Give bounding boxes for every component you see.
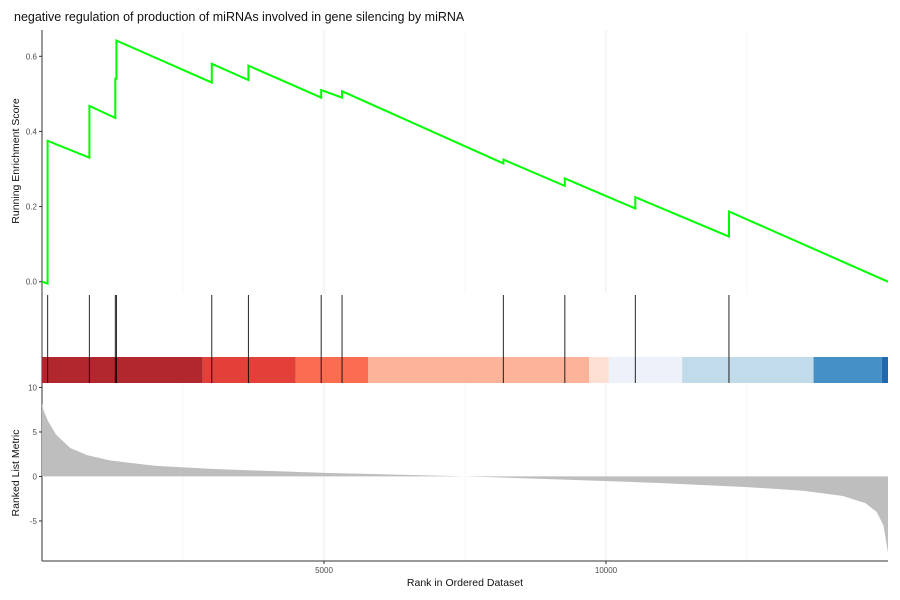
x-axis-title: Rank in Ordered Dataset [407, 577, 523, 589]
metric-y-tick-label: 0 [33, 472, 38, 481]
score-y-tick-label: 0.2 [26, 203, 38, 212]
rank-color-band [813, 357, 882, 383]
running-score-line [41, 38, 889, 285]
rank-color-band [295, 357, 368, 383]
rank-color-band [202, 357, 296, 383]
rank-color-band [881, 357, 888, 383]
x-tick-label: 5000 [315, 566, 333, 575]
rank-color-band [589, 357, 609, 383]
y-axis-title-running-score: Running Enrichment Score [10, 98, 22, 224]
metric-y-tick-label: 5 [33, 428, 38, 437]
metric-y-tick-label: -5 [30, 517, 38, 526]
score-y-tick-label: 0.4 [26, 127, 38, 136]
x-tick-label: 10000 [595, 566, 618, 575]
score-y-tick-label: 0.6 [26, 52, 38, 61]
ranked-metric-area [42, 403, 888, 553]
chart-title: negative regulation of production of miR… [14, 10, 465, 24]
gene-hits-panel [41, 293, 888, 383]
rank-color-band [367, 357, 590, 383]
rank-color-band [682, 357, 814, 383]
rank-color-band [608, 357, 683, 383]
metric-y-tick-label: 10 [28, 383, 37, 392]
ranked-list-panel: 10 5 0 -5 5000 10000 [28, 383, 888, 575]
y-axis-title-ranked-list: Ranked List Metric [10, 430, 22, 517]
running-score-panel: 0.0 0.2 0.4 0.6 [26, 30, 889, 293]
rank-color-band [42, 357, 203, 383]
score-y-tick-label: 0.0 [26, 278, 38, 287]
